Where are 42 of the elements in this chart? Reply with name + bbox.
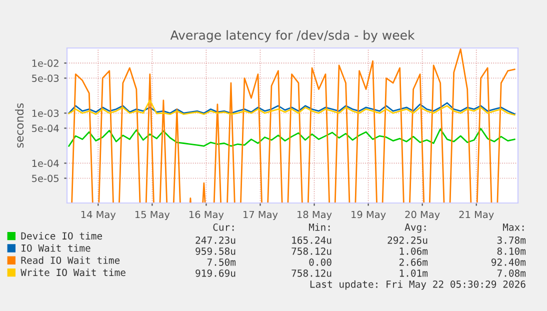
- text: 3.78m: [497, 236, 526, 244]
- y-tick-label: 1e-02: [32, 60, 58, 67]
- text: 292.25u: [388, 236, 428, 244]
- text: 92.40m: [491, 258, 526, 266]
- text: 247.23u: [196, 236, 236, 244]
- legend-label: Write IO Wait time: [20, 268, 126, 276]
- y-tick-label: 1e-03: [32, 110, 59, 117]
- x-tick-label: 19 May: [352, 210, 386, 220]
- y-tick-label: 5e-05: [32, 174, 59, 182]
- x-tick-label: 16 May: [189, 210, 224, 220]
- text: 959.58u: [196, 247, 236, 255]
- y-tick-label: 1e-04: [32, 160, 59, 167]
- text: 8.10m: [497, 247, 526, 255]
- text: Min:: [308, 223, 330, 231]
- text: Cur:: [213, 223, 234, 231]
- x-tick-label: 17 May: [244, 210, 278, 220]
- line-series: [68, 128, 516, 147]
- legend-label: IO Wait time: [22, 244, 90, 252]
- text: 919.69u: [196, 269, 236, 277]
- text: 1.06m: [400, 247, 428, 255]
- text: 758.12u: [292, 269, 332, 277]
- x-tick-label: 20 May: [405, 210, 440, 220]
- text: 2.66m: [399, 258, 428, 266]
- y-tick-label: 5e-03: [32, 74, 59, 82]
- x-tick-label: 14 May: [81, 210, 116, 220]
- x-tick-label: 15 May: [135, 210, 170, 220]
- text: Avg:: [404, 224, 426, 233]
- text: Last update: Fri May 22 05:30:29 2026: [310, 280, 526, 290]
- text: Max:: [502, 224, 524, 231]
- text: 758.12u: [292, 247, 332, 255]
- x-tick-label: 18 May: [298, 210, 332, 220]
- chart-title: Average latency for /dev/sda - by week: [170, 30, 415, 42]
- y-axis-title: seconds: [15, 103, 24, 148]
- text: 165.24u: [292, 236, 332, 244]
- x-tick-label: 21 May: [459, 210, 494, 220]
- legend-label: Read IO Wait time: [21, 256, 120, 264]
- text: 7.08m: [497, 269, 526, 277]
- legend-label: Device IO time: [21, 232, 102, 240]
- text: 7.50m: [207, 258, 236, 266]
- y-tick-label: 5e-04: [32, 124, 59, 132]
- text: 0.00: [309, 258, 332, 266]
- text: 1.01m: [400, 269, 428, 277]
